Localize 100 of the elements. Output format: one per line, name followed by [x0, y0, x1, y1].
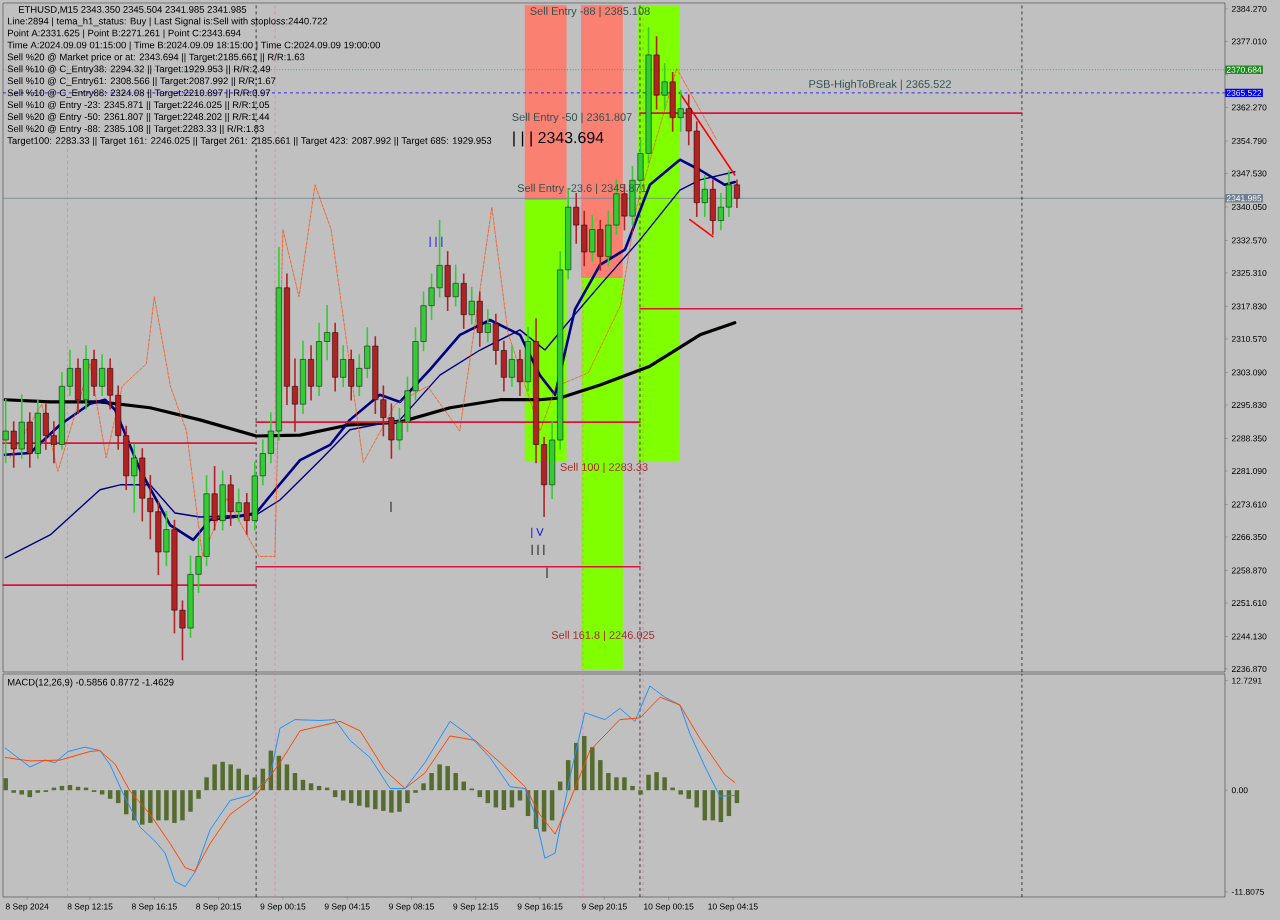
bar [284, 764, 290, 791]
y-tick-label: 2295.830 [1231, 401, 1267, 408]
bar [308, 783, 314, 791]
y-tick-label: 2347.530 [1231, 170, 1267, 177]
bar [662, 777, 667, 791]
y-tick-label: 2384.270 [1231, 5, 1267, 12]
bar [35, 790, 41, 793]
bar [630, 785, 635, 791]
annotation: Sell %20 @ Entry -88: 2385.108 || Target:2283.33 || R/R:1.83 [7, 125, 264, 134]
bar [11, 790, 16, 793]
x-tick-label: 8 Sep 12:15 [67, 903, 113, 912]
bar [646, 774, 651, 791]
annotation: | V [531, 527, 544, 539]
annotation: | | | [429, 236, 443, 248]
y-tick-label: 2273.610 [1231, 501, 1267, 508]
annotation: | | | [531, 544, 545, 556]
bar [582, 735, 587, 791]
bar [606, 773, 611, 791]
candlestick [324, 304, 331, 361]
bar [686, 790, 691, 799]
ref-line-label: 2341.985 [1226, 195, 1262, 202]
annotation: Sell Entry -50 | 2361.807 [512, 112, 632, 124]
candlestick [508, 345, 515, 388]
bar [485, 790, 491, 804]
bar [348, 790, 354, 804]
bar [373, 790, 378, 810]
bar [3, 778, 8, 791]
bar [381, 790, 386, 811]
y-tick-label: -11.8075 [1231, 888, 1264, 895]
bar [598, 760, 603, 791]
y-tick-label: 2303.090 [1231, 369, 1267, 376]
x-tick-label: 9 Sep 00:15 [260, 903, 306, 912]
annotation: Sell %10 @ Entry -23: 2345.871 || Target:2246.025 || R/R:1.05 [7, 101, 270, 111]
y-tick-label: 2266.350 [1231, 533, 1267, 540]
bar [212, 764, 217, 791]
y-tick-label: 2258.870 [1231, 567, 1267, 574]
bar [614, 777, 619, 791]
y-tick-label: 2251.610 [1231, 599, 1267, 606]
bar [204, 777, 209, 791]
chart-title: MACD(12,26,9) -0.5856 0.8772 -1.4629 [7, 678, 174, 688]
bar [140, 790, 145, 825]
candlestick [733, 179, 740, 208]
bar [734, 790, 740, 804]
y-tick-label: 2377.010 [1231, 38, 1267, 45]
bar [340, 790, 346, 801]
candlestick [50, 421, 57, 464]
y-tick-label: 2244.130 [1231, 633, 1267, 640]
y-tick-label: 2317.830 [1231, 303, 1267, 310]
bar [461, 781, 466, 791]
bar [156, 790, 161, 821]
annotation: Sell %20 @ Market price or at: 2343.694 || Target:2185.661 || R/R:1.63 [7, 53, 305, 63]
y-tick-label: 2310.570 [1231, 335, 1267, 342]
bar [172, 790, 177, 823]
x-tick-label: 8 Sep 20:15 [196, 903, 242, 912]
bar [638, 790, 643, 795]
bar [220, 761, 225, 791]
annotation: | [546, 567, 548, 579]
annotation: Sell %10 @ C_Entry88: 2324.08 || Target:2210.897 || R/R:0.97 [7, 89, 271, 99]
ref-line-label: 2370.684 [1226, 66, 1262, 73]
x-tick-label: 10 Sep 00:15 [644, 903, 694, 912]
bar [19, 790, 25, 795]
y-tick-label: 2288.350 [1231, 435, 1267, 442]
bar [99, 790, 105, 795]
ref-line-label: 2365.522 [1226, 89, 1262, 96]
bar [397, 790, 402, 812]
annotation: Point A:2331.625 | Point B:2271.261 | Point C:2343.694 [7, 29, 241, 39]
candlestick [66, 349, 73, 397]
chart-title: ETHUSD,M15 2343.350 2345.504 2341.985 2341.985 [18, 6, 247, 14]
y-tick-label: 2340.050 [1231, 203, 1267, 210]
x-tick-label: 9 Sep 12:15 [453, 903, 499, 912]
bar [188, 790, 193, 812]
bar [115, 790, 121, 804]
y-tick-label: 2362.270 [1231, 104, 1267, 111]
bar [148, 790, 153, 823]
bar [429, 773, 434, 791]
bar [236, 768, 241, 791]
bar [477, 790, 483, 798]
annotation: Sell %10 @ C_Entry61: 2308.566 || Target:2087.992 || R/R:1.67 [7, 77, 276, 87]
annotation: | [390, 501, 392, 513]
bar [228, 764, 233, 791]
bar [164, 790, 169, 821]
annotation: Line:2894 | tema_h1_status: Buy | Last Signal is:Sell with stoploss:2440.722 [7, 17, 328, 27]
x-tick-label: 9 Sep 04:15 [324, 903, 370, 912]
bar [678, 790, 683, 795]
bar [413, 790, 418, 793]
bar [107, 790, 113, 799]
bar [332, 790, 338, 798]
bar [501, 790, 507, 811]
x-tick-label: 8 Sep 2024 [5, 903, 49, 912]
candlestick [99, 354, 106, 397]
bar [421, 783, 426, 791]
candlestick [516, 349, 523, 397]
bar [389, 790, 394, 813]
y-tick-label: 2354.790 [1231, 137, 1267, 144]
y-tick-label: 2281.090 [1231, 467, 1267, 474]
annotation: Time A:2024.09.09 01:15:00 | Time B:2024.09.09 18:15:00 | Time C:2024.09.09 19:00:00 [7, 41, 381, 51]
annotation: Sell %20 @ Entry -50: 2361.807 || Target:2248.202 || R/R:1.44 [7, 113, 270, 122]
annotation: Sell %10 @ C_Entry38: 2294.32 || Target:1929.953 || R/R:2.49 [7, 65, 271, 75]
bar [622, 777, 627, 791]
bar [357, 790, 362, 806]
